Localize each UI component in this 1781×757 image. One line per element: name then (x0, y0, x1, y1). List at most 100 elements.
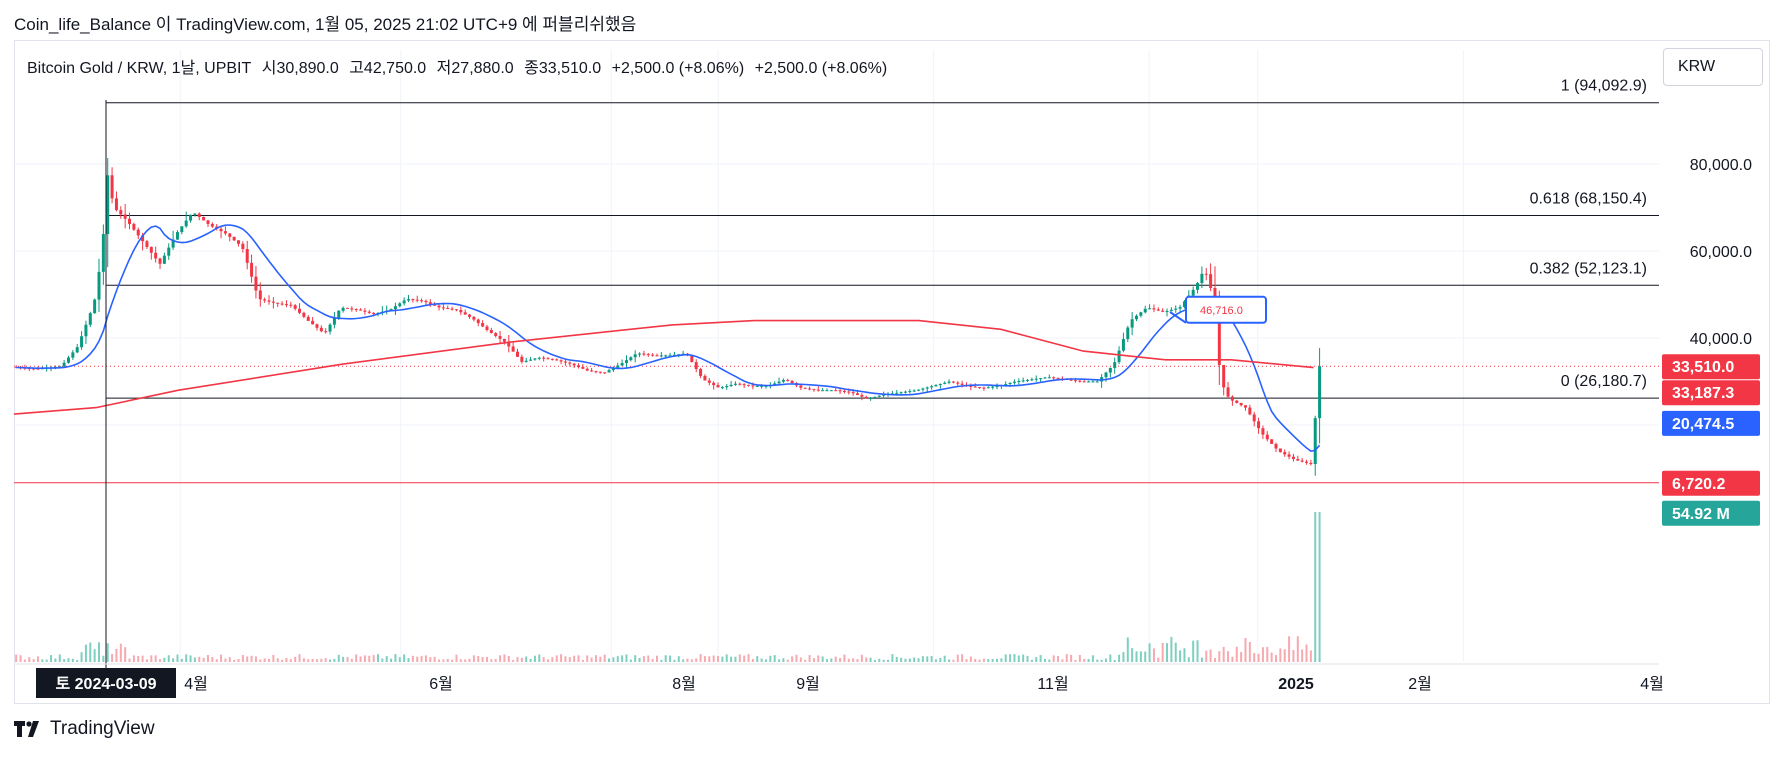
candle-body (777, 381, 781, 384)
candle-body (1239, 402, 1243, 406)
volume-bar (298, 654, 301, 662)
volume-bar (908, 658, 911, 662)
candle-body (747, 384, 751, 386)
candle-body (773, 383, 777, 386)
low-value: 저27,880.0 (436, 60, 514, 77)
fib-levels[interactable]: 1 (94,092.9) 0.618 (68,150.4) 0.382 (52,12… (106, 78, 1659, 399)
volume-bar (612, 657, 615, 662)
candles[interactable] (14, 158, 1322, 476)
candle-body (1248, 407, 1252, 415)
volume-bar (468, 658, 471, 662)
volume-bar (1091, 655, 1094, 662)
volume-bar (1109, 654, 1112, 662)
candle-body (563, 361, 567, 363)
candle-body (450, 308, 454, 310)
candle-body (1291, 456, 1295, 460)
volume-bar (682, 659, 685, 662)
volume-bar (773, 655, 776, 662)
x-tick-label: 6월 (429, 675, 453, 693)
symbol-title[interactable]: Bitcoin Gold / KRW, 1날, UPBIT (27, 60, 252, 77)
candle-body (454, 309, 458, 311)
volume-bar (1213, 657, 1216, 662)
price-tag-label: 20,474.5 (1672, 416, 1734, 433)
volume-bar (529, 658, 532, 662)
volume-bars (15, 512, 1321, 662)
volume-bar (599, 656, 602, 662)
volume-bar (320, 658, 323, 662)
volume-bar (233, 659, 236, 662)
candle-body (398, 303, 402, 307)
candle-body (263, 299, 267, 301)
ma-slow-line[interactable] (13, 319, 1314, 415)
tradingview-brand[interactable]: TradingView (14, 718, 155, 740)
volume-bar (154, 655, 157, 662)
volume-bar (1187, 657, 1190, 662)
author-name[interactable]: Coin_life_Balance (14, 15, 152, 34)
candle-body (1243, 405, 1247, 408)
currency-button[interactable]: KRW (1663, 48, 1763, 86)
candle-body (494, 333, 498, 336)
candle-body (119, 210, 123, 215)
volume-bar (111, 653, 114, 662)
volume-bar (1174, 642, 1177, 662)
candle-body (293, 305, 297, 309)
volume-bar (1035, 657, 1038, 662)
candle-body (1165, 310, 1169, 312)
candle-body (703, 375, 707, 381)
volume-bar (900, 657, 903, 662)
volume-bar (1205, 650, 1208, 662)
volume-bar (411, 655, 414, 662)
volume-bar (1017, 655, 1020, 662)
price-annotation[interactable]: 46,716.0 (1169, 295, 1267, 324)
candle-body (367, 311, 371, 313)
volume-bar (1318, 512, 1321, 662)
candle-body (1252, 414, 1256, 422)
volume-bar (507, 656, 510, 662)
volume-bar (202, 657, 205, 662)
volume-bar (1052, 655, 1055, 662)
candle-body (1152, 308, 1156, 310)
y-tick-label: 40,000.0 (1690, 331, 1752, 348)
candle-body (816, 389, 820, 391)
volume-bar (551, 657, 554, 662)
volume-bar (1244, 638, 1247, 662)
volume-bar (433, 656, 436, 662)
candle-body (1113, 362, 1117, 368)
candle-body (1305, 461, 1309, 463)
price-tag-box (1662, 470, 1760, 496)
volume-bar (315, 659, 318, 662)
candle-body (629, 357, 633, 361)
candle-body (110, 175, 114, 199)
candle-body (577, 365, 581, 368)
volume-bar (398, 657, 401, 662)
fib-label-2: 0.382 (52,123.1) (1530, 260, 1647, 277)
volume-bar (782, 658, 785, 662)
volume-bar (494, 658, 497, 662)
volume-bar (948, 659, 951, 662)
candle-body (75, 347, 79, 353)
candle-body (1174, 308, 1178, 310)
volume-bar (1078, 654, 1081, 662)
candle-body (1230, 396, 1234, 401)
volume-bar (163, 657, 166, 662)
volume-bar (1248, 642, 1251, 662)
volume-bar (350, 658, 353, 662)
ma-fast-line[interactable] (16, 224, 1321, 453)
volume-bar (359, 656, 362, 662)
candle-body (1012, 381, 1016, 383)
x-axis[interactable]: 4월 6월 8월 9월 11월 2025 2월 4월 토 2024-03-09 (14, 663, 1664, 698)
candle-body (699, 369, 703, 376)
volume-bar (642, 656, 645, 662)
open-value: 시30,890.0 (261, 60, 339, 77)
volume-bar (764, 659, 767, 662)
candle-body (476, 319, 480, 324)
candle-body (228, 233, 232, 237)
volume-bar (690, 659, 693, 662)
candle-body (145, 241, 149, 247)
volume-bar (132, 655, 135, 662)
volume-bar (873, 659, 876, 662)
volume-bar (1196, 640, 1199, 662)
candle-body (873, 396, 877, 399)
volume-bar (172, 658, 175, 662)
